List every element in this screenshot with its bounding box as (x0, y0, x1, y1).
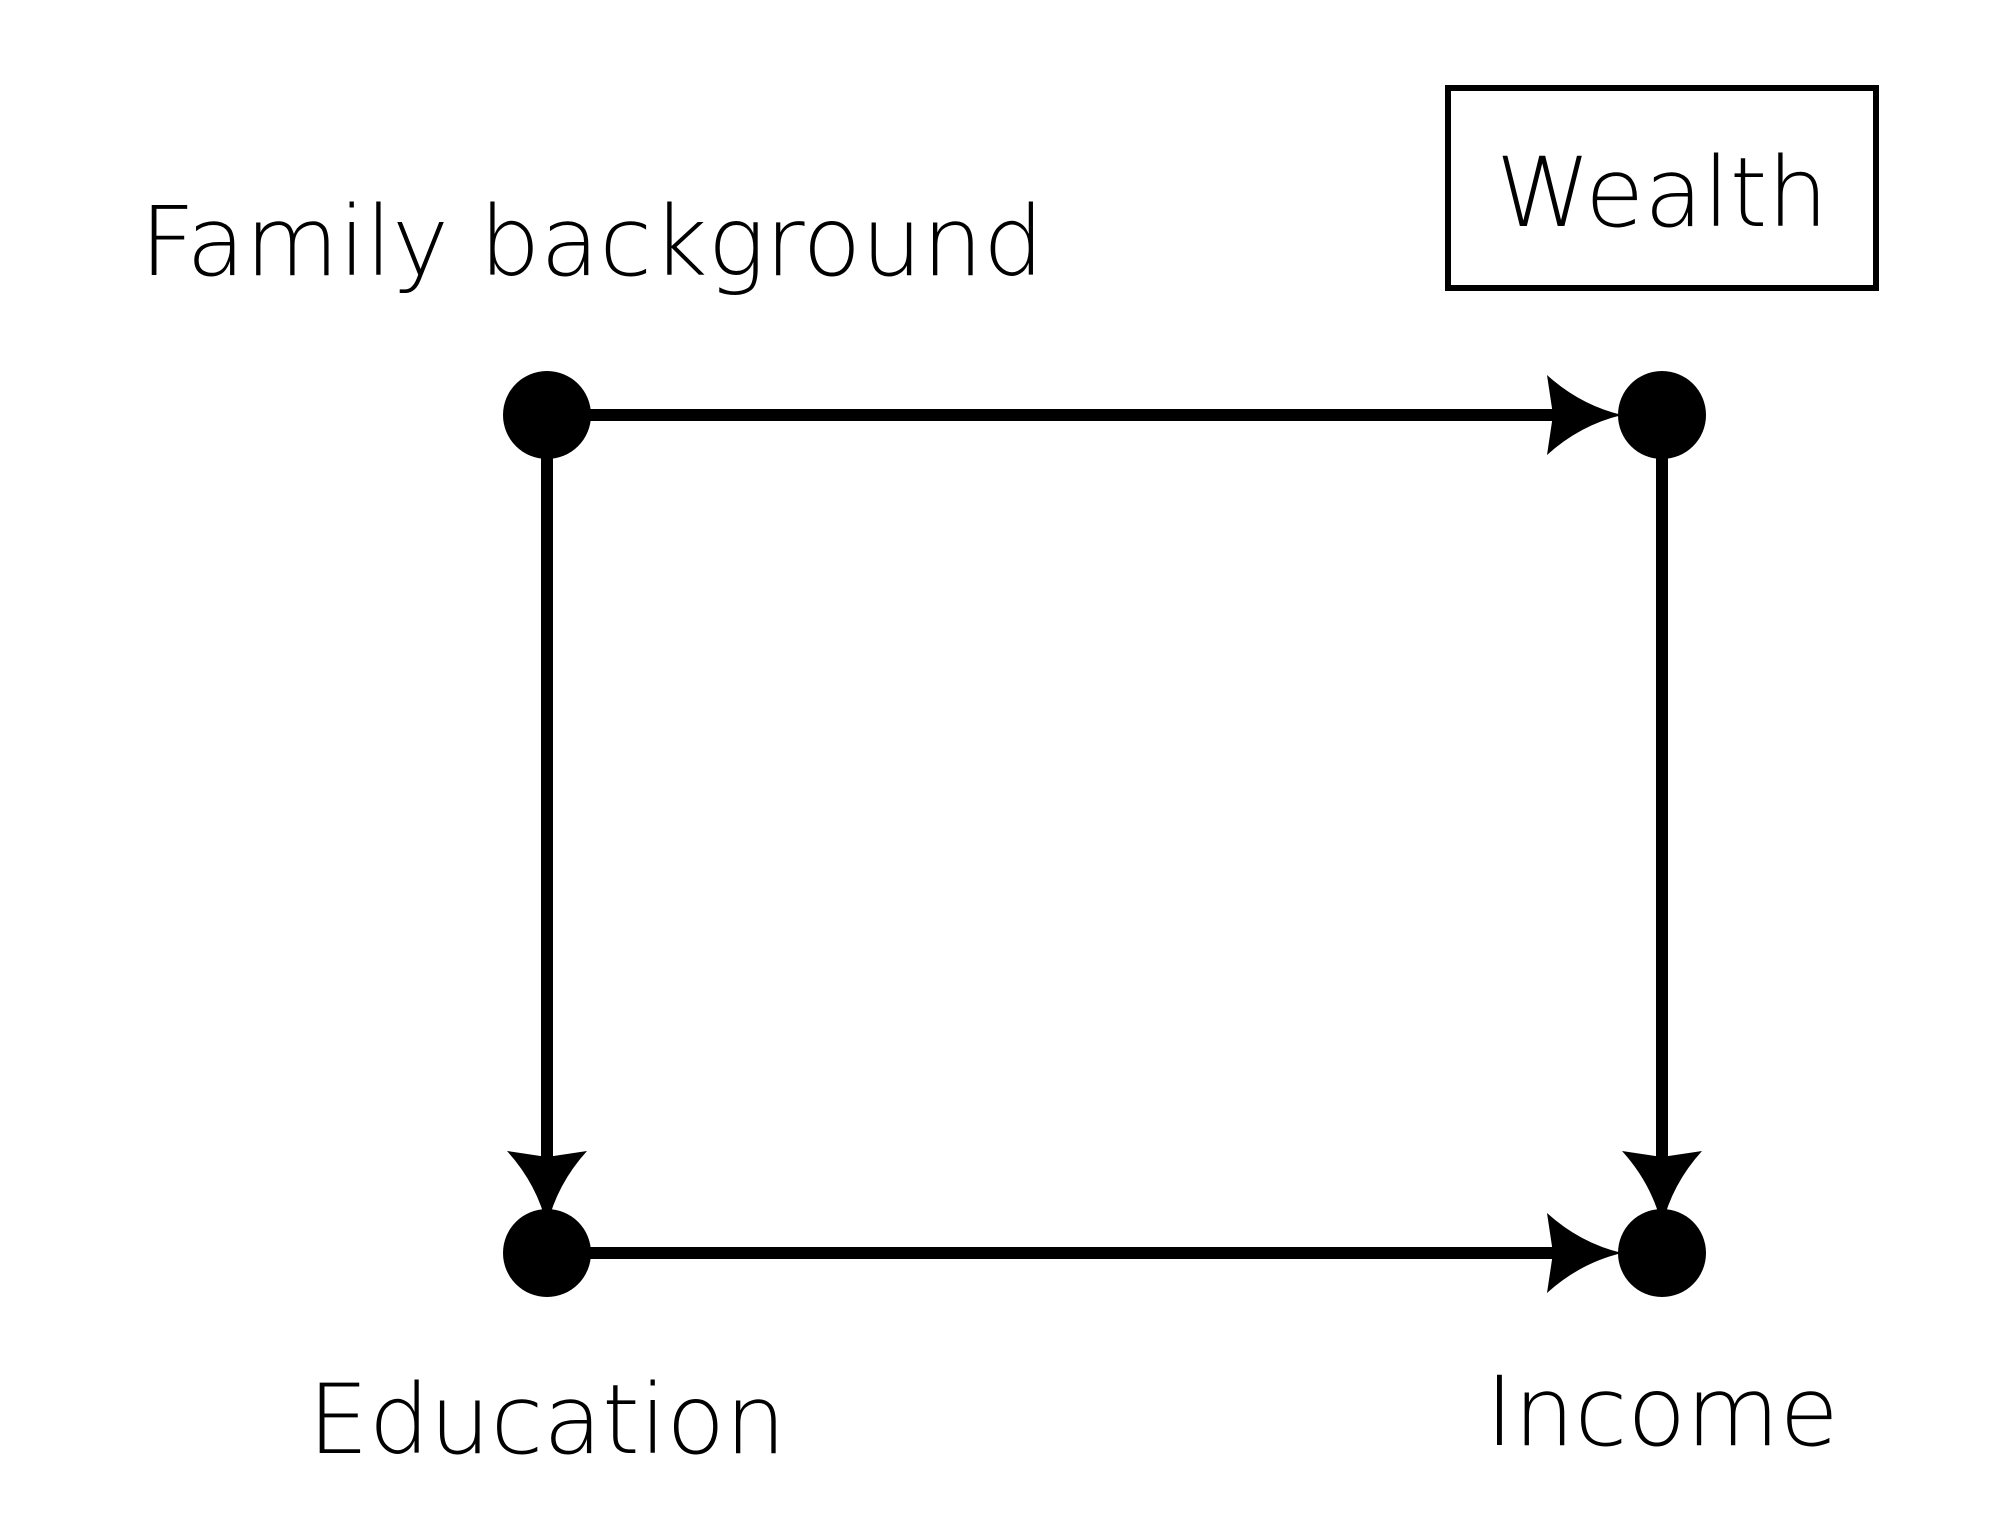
wealth-label-box (1445, 85, 1879, 291)
node-family-background (503, 371, 591, 459)
arrowhead-wealth-to-income (1622, 1151, 1702, 1226)
node-wealth (1618, 371, 1706, 459)
label-education: Education (308, 1364, 786, 1476)
nodes (503, 371, 1706, 1297)
label-income: Income (1485, 1356, 1838, 1468)
arrowhead-family-to-education (507, 1151, 587, 1226)
node-income (1618, 1209, 1706, 1297)
arrowheads (507, 375, 1702, 1293)
edges (541, 409, 1668, 1259)
label-family-background: Family background (140, 186, 1044, 298)
arrowhead-education-to-income (1547, 1213, 1622, 1293)
label-wealth: Wealth (1496, 137, 1828, 249)
node-education (503, 1209, 591, 1297)
arrowhead-family-to-wealth (1547, 375, 1622, 455)
